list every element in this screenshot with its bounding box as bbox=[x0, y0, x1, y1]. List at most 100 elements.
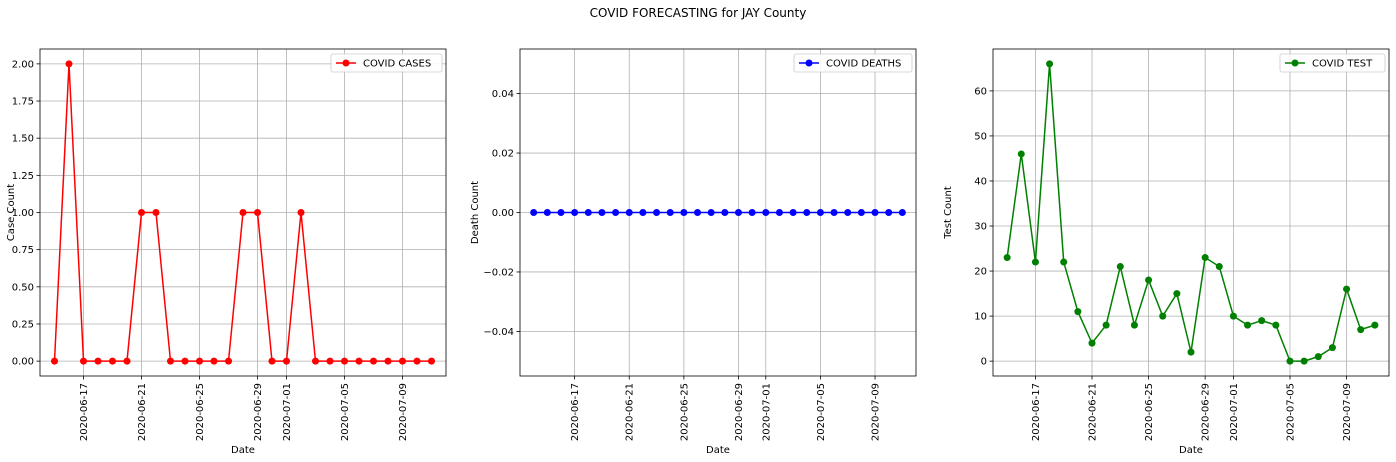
data-point bbox=[94, 357, 102, 365]
data-point bbox=[898, 209, 906, 216]
x-axis-label: Date bbox=[231, 445, 255, 456]
data-point bbox=[1130, 321, 1138, 329]
x-tick-label: 2020-06-17 bbox=[570, 383, 581, 441]
data-point bbox=[51, 357, 58, 365]
y-tick-label: 1.50 bbox=[12, 134, 34, 145]
y-tick-label: 0.04 bbox=[492, 89, 514, 100]
data-point bbox=[1201, 254, 1209, 262]
legend: COVID CASES bbox=[330, 53, 443, 73]
data-point bbox=[871, 209, 879, 216]
data-point bbox=[399, 357, 406, 365]
data-point bbox=[789, 209, 797, 216]
data-point bbox=[225, 357, 232, 365]
data-point bbox=[557, 209, 565, 216]
chart-panel-2: −0.04 −0.02 0.00 0.02 0.04 2020-06-17 2020-06-… bbox=[470, 48, 917, 456]
data-point bbox=[1116, 263, 1124, 271]
data-point bbox=[210, 357, 218, 365]
data-point bbox=[1314, 353, 1322, 361]
data-point bbox=[355, 357, 363, 365]
data-point bbox=[167, 357, 174, 365]
legend-entry: COVID DEATHS bbox=[826, 59, 901, 70]
data-point bbox=[152, 209, 160, 216]
data-point bbox=[1357, 326, 1365, 334]
data-point bbox=[571, 209, 579, 216]
data-point bbox=[1343, 285, 1351, 293]
x-tick-label: 2020-06-29 bbox=[1201, 383, 1212, 441]
data-point bbox=[1328, 344, 1336, 352]
y-axis-label: Case Count bbox=[6, 184, 17, 241]
data-point bbox=[239, 209, 247, 216]
x-tick-label: 2020-07-09 bbox=[871, 383, 882, 441]
y-tick-label: 0.25 bbox=[12, 319, 34, 330]
data-point bbox=[1371, 321, 1379, 329]
y-axis-label: Test Count bbox=[943, 186, 954, 240]
data-point bbox=[109, 357, 116, 365]
y-tick-label: −0.02 bbox=[483, 267, 514, 278]
data-point bbox=[857, 209, 865, 216]
y-tick-label: 0.00 bbox=[12, 357, 34, 368]
x-tick-label: 2020-07-01 bbox=[1229, 383, 1240, 441]
data-point bbox=[1102, 321, 1110, 329]
data-point bbox=[775, 209, 783, 216]
data-point bbox=[639, 209, 647, 216]
data-point bbox=[326, 357, 334, 365]
y-tick-label: 10 bbox=[974, 312, 987, 323]
figure-title: COVID FORECASTING for JAY County bbox=[590, 6, 807, 20]
data-point bbox=[123, 357, 131, 365]
data-point bbox=[762, 209, 770, 216]
data-point bbox=[312, 357, 319, 365]
x-axis-label: Date bbox=[1179, 445, 1203, 456]
data-point bbox=[1088, 339, 1096, 347]
x-tick-label: 2020-07-05 bbox=[1286, 383, 1297, 441]
legend-marker bbox=[342, 59, 350, 67]
x-tick-label: 2020-06-25 bbox=[679, 383, 690, 441]
data-point bbox=[138, 209, 145, 216]
data-point bbox=[413, 357, 421, 365]
x-tick-label: 2020-06-25 bbox=[1144, 383, 1155, 441]
y-tick-label: 1.00 bbox=[12, 208, 34, 219]
data-point bbox=[721, 209, 729, 216]
data-point bbox=[653, 209, 661, 216]
data-point bbox=[283, 357, 290, 365]
data-point bbox=[1173, 290, 1181, 298]
data-point bbox=[598, 209, 606, 216]
data-point bbox=[370, 357, 377, 365]
data-point bbox=[1286, 357, 1294, 365]
legend-marker bbox=[1291, 59, 1299, 67]
data-point bbox=[1145, 276, 1153, 284]
data-point bbox=[1244, 321, 1252, 329]
x-tick-label: 2020-06-21 bbox=[625, 383, 636, 441]
legend-box bbox=[330, 53, 443, 73]
data-point bbox=[1074, 308, 1082, 316]
axes-frame bbox=[519, 48, 917, 377]
x-tick-label: 2020-06-17 bbox=[79, 383, 90, 441]
data-point bbox=[1258, 317, 1266, 325]
y-tick-label: 0 bbox=[981, 357, 987, 368]
x-tick-label: 2020-06-17 bbox=[1031, 383, 1042, 441]
x-tick-label: 2020-07-05 bbox=[340, 383, 351, 441]
x-tick-label: 2020-07-09 bbox=[398, 383, 409, 441]
data-point bbox=[830, 209, 838, 216]
data-point bbox=[748, 209, 756, 216]
data-point bbox=[65, 60, 73, 68]
y-tick-label: 1.75 bbox=[12, 97, 34, 108]
y-tick-label: 2.00 bbox=[12, 59, 34, 70]
data-point bbox=[625, 209, 633, 216]
data-point bbox=[680, 209, 688, 216]
data-point bbox=[1187, 348, 1195, 356]
legend-entry: COVID CASES bbox=[363, 59, 431, 70]
data-point bbox=[196, 357, 203, 365]
y-tick-label: 0.50 bbox=[12, 282, 34, 293]
data-point bbox=[707, 209, 715, 216]
data-point bbox=[428, 357, 435, 365]
data-point bbox=[1229, 312, 1237, 320]
y-tick-label: 30 bbox=[974, 222, 987, 233]
y-tick-label: 0.75 bbox=[12, 245, 34, 256]
data-point bbox=[530, 209, 538, 216]
data-point bbox=[885, 209, 893, 216]
y-tick-label: 40 bbox=[974, 176, 987, 187]
x-axis-label: Date bbox=[706, 445, 730, 456]
axes-frame bbox=[992, 48, 1390, 377]
data-point bbox=[844, 209, 852, 216]
